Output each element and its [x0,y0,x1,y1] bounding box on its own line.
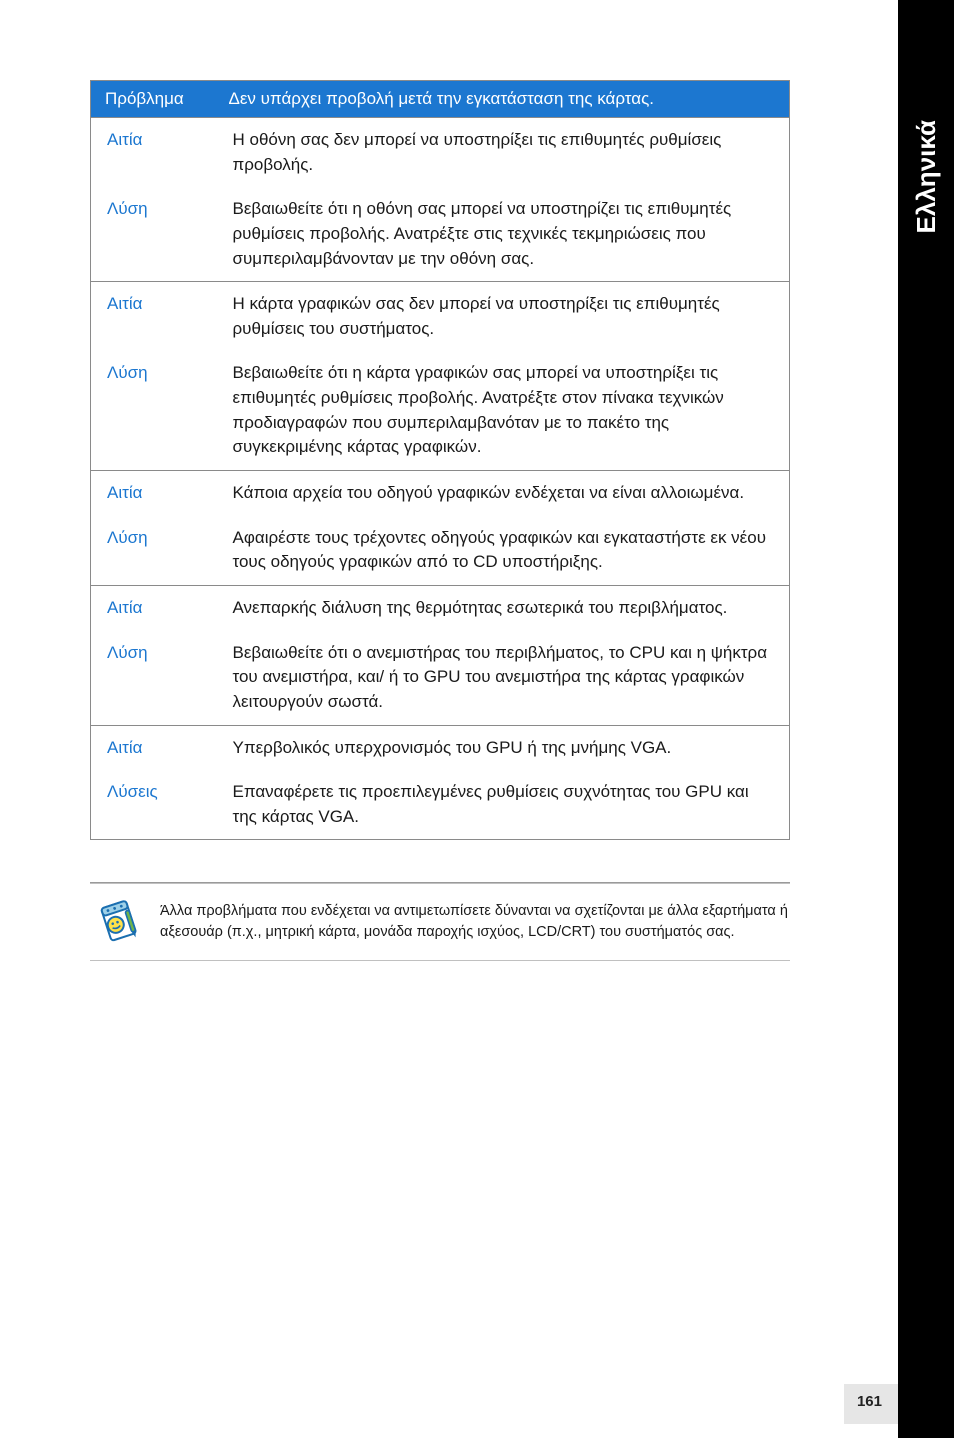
table-row: Αιτία Υπερβολικός υπερχρονισμός του GPU … [91,725,790,770]
table-row: Αιτία Η κάρτα γραφικών σας δεν μπορεί να… [91,282,790,352]
note-icon [90,892,146,952]
footnote: Άλλα προβλήματα που ενδέχεται να αντιμετ… [90,882,790,961]
table-row: Αιτία Η οθόνη σας δεν μπορεί να υποστηρί… [91,118,790,188]
fix-label: Λύσεις [91,770,219,840]
footnote-inner: Άλλα προβλήματα που ενδέχεται να αντιμετ… [90,883,790,961]
table-row: Λύση Βεβαιωθείτε ότι ο ανεμιστήρας του π… [91,631,790,725]
fix-label: Λύση [91,631,219,725]
cause-label: Αιτία [91,585,219,630]
table-row: Αιτία Κάποια αρχεία του οδηγού γραφικών … [91,471,790,516]
fix-label: Λύση [91,516,219,586]
language-side-tab: Ελληνικά [898,0,954,1438]
cause-label: Αιτία [91,471,219,516]
header-problem-text: Δεν υπάρχει προβολή μετά την εγκατάσταση… [219,81,790,118]
fix-label: Λύση [91,351,219,470]
fix-text: Βεβαιωθείτε ότι ο ανεμιστήρας του περιβλ… [219,631,790,725]
fix-label: Λύση [91,187,219,281]
fix-text: Βεβαιωθείτε ότι η κάρτα γραφικών σας μπο… [219,351,790,470]
table-row: Λύση Αφαιρέστε τους τρέχοντες οδηγούς γρ… [91,516,790,586]
fix-text: Βεβαιωθείτε ότι η οθόνη σας μπορεί να υπ… [219,187,790,281]
cause-text: Ανεπαρκής διάλυση της θερμότητας εσωτερι… [219,585,790,630]
fix-text: Αφαιρέστε τους τρέχοντες οδηγούς γραφικώ… [219,516,790,586]
page-content: Πρόβλημα Δεν υπάρχει προβολή μετά την εγ… [0,0,870,961]
cause-text: Η οθόνη σας δεν μπορεί να υποστηρίξει τι… [219,118,790,188]
table-row: Λύσεις Επαναφέρετε τις προεπιλεγμένες ρυ… [91,770,790,840]
table-row: Λύση Βεβαιωθείτε ότι η κάρτα γραφικών σα… [91,351,790,470]
cause-text: Κάποια αρχεία του οδηγού γραφικών ενδέχε… [219,471,790,516]
cause-label: Αιτία [91,725,219,770]
cause-text: Η κάρτα γραφικών σας δεν μπορεί να υποστ… [219,282,790,352]
footnote-text: Άλλα προβλήματα που ενδέχεται να αντιμετ… [160,901,790,943]
fix-text: Επαναφέρετε τις προεπιλεγμένες ρυθμίσεις… [219,770,790,840]
header-problem-label: Πρόβλημα [91,81,219,118]
table-row: Αιτία Ανεπαρκής διάλυση της θερμότητας ε… [91,585,790,630]
table-header-row: Πρόβλημα Δεν υπάρχει προβολή μετά την εγ… [91,81,790,118]
cause-label: Αιτία [91,118,219,188]
troubleshoot-table: Πρόβλημα Δεν υπάρχει προβολή μετά την εγ… [90,80,790,840]
cause-text: Υπερβολικός υπερχρονισμός του GPU ή της … [219,725,790,770]
cause-label: Αιτία [91,282,219,352]
language-side-tab-text: Ελληνικά [911,120,942,233]
page-number: 161 [857,1393,882,1410]
table-row: Λύση Βεβαιωθείτε ότι η οθόνη σας μπορεί … [91,187,790,281]
